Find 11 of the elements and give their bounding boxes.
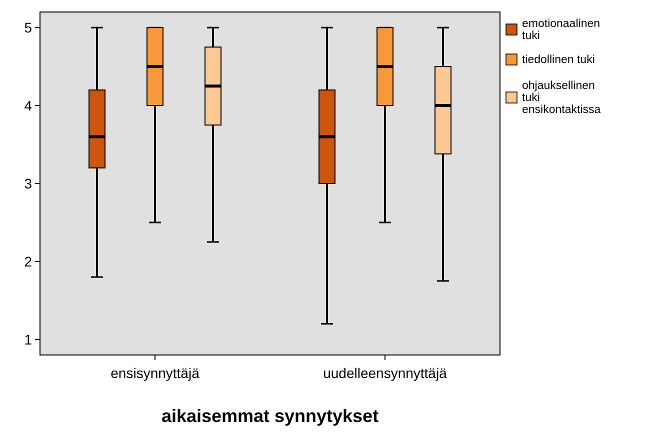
y-tick-label: 5 [24,19,32,36]
y-tick-label: 3 [24,175,32,192]
legend-label: ohjauksellinen tuki ensikontaktissa [522,80,602,116]
y-tick-label: 1 [24,331,32,348]
y-tick-label: 2 [24,253,32,270]
legend-label: emotionaalinen tuki [522,18,600,42]
x-tick-label: uudelleensynnyttäjä [323,365,448,381]
y-tick-label: 4 [24,97,32,114]
x-tick-label: ensisynnyttäjä [110,365,200,381]
legend-label: tiedollinen tuki [522,54,595,66]
x-axis-title: aikaisemmat synnytykset [161,406,379,426]
